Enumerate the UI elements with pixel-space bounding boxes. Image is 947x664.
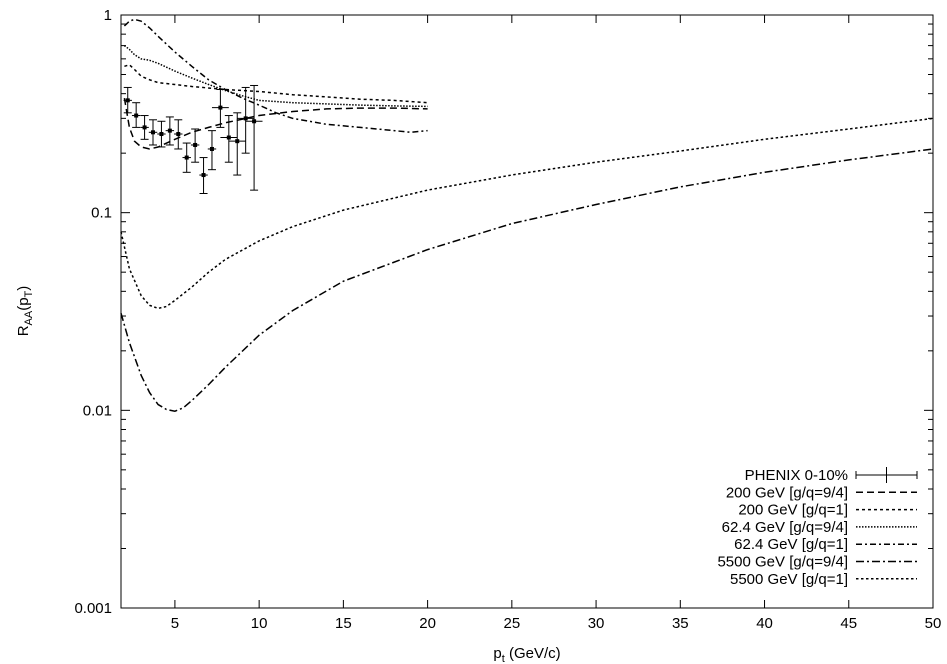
data-point — [207, 130, 217, 171]
legend-label: 62.4 GeV [g/q=1] — [734, 536, 848, 553]
data-point — [148, 119, 158, 146]
legend-label: 5500 GeV [g/q=1] — [730, 571, 848, 588]
data-point — [228, 112, 246, 176]
x-axis-label-sub: t — [502, 653, 505, 664]
model-curves — [120, 18, 934, 412]
y-tick-label: 0.001 — [74, 600, 112, 617]
x-tick-label: 15 — [335, 615, 352, 632]
legend-label: 200 GeV [g/q=9/4] — [726, 484, 848, 501]
series-line — [120, 148, 934, 412]
series-line — [123, 18, 428, 134]
data-point — [245, 84, 263, 191]
x-axis-label-tail: (GeV/c) — [505, 645, 561, 662]
series-line — [123, 97, 428, 150]
x-axis-label-main: p — [493, 645, 501, 662]
x-tick-label: 30 — [588, 615, 605, 632]
plot-frame — [120, 14, 934, 609]
data-marker — [218, 105, 223, 110]
data-point — [123, 86, 132, 114]
data-marker — [235, 139, 240, 144]
data-marker — [151, 130, 156, 135]
data-marker — [201, 173, 206, 178]
x-tick-label: 35 — [672, 615, 689, 632]
x-tick-label: 40 — [756, 615, 773, 632]
y-axis-ticks: 0.001 0.01 0.1 1 — [74, 7, 933, 617]
x-tick-label: 50 — [925, 615, 942, 632]
data-point — [199, 157, 208, 195]
data-marker — [209, 146, 214, 151]
y-tick-label: 0.1 — [91, 205, 112, 222]
data-marker — [226, 135, 231, 140]
y-axis-label-sub2: T — [23, 290, 35, 297]
data-point — [157, 120, 166, 148]
data-point — [140, 115, 149, 140]
data-marker — [167, 128, 172, 133]
x-tick-label: 45 — [840, 615, 857, 632]
data-point — [237, 86, 255, 154]
legend: PHENIX 0-10%200 GeV [g/q=9/4]200 GeV [g/… — [717, 467, 918, 588]
legend-label: PHENIX 0-10% — [745, 467, 848, 484]
x-axis-ticks: 5 10 15 20 25 30 35 40 45 50 — [171, 15, 942, 632]
y-axis-label-main: R — [15, 325, 32, 336]
data-point — [131, 102, 141, 128]
data-marker — [125, 98, 130, 103]
series-line — [123, 45, 428, 108]
y-axis-label-mid: (p — [15, 297, 32, 310]
data-marker — [176, 132, 181, 137]
y-axis-label: RAA(pT) — [15, 286, 35, 337]
data-marker — [134, 113, 139, 118]
y-axis-label-sub: AA — [23, 310, 35, 325]
data-marker — [252, 119, 257, 124]
phenix-data-points — [123, 84, 263, 195]
x-tick-label: 10 — [251, 615, 268, 632]
data-point — [174, 119, 183, 150]
x-tick-label: 5 — [171, 615, 179, 632]
data-point — [190, 128, 200, 163]
data-point — [182, 142, 191, 173]
data-marker — [193, 142, 198, 147]
data-marker — [243, 116, 248, 121]
y-axis-label-tail: ) — [15, 286, 32, 291]
series-line — [120, 117, 934, 310]
data-point — [165, 116, 175, 146]
data-marker — [142, 125, 147, 130]
data-marker — [159, 132, 164, 137]
data-point — [220, 115, 238, 163]
legend-label: 200 GeV [g/q=1] — [738, 502, 848, 519]
x-axis-label: pt (GeV/c) — [493, 645, 560, 664]
data-point — [211, 88, 229, 128]
data-marker — [184, 155, 189, 160]
series-line — [124, 63, 428, 104]
y-tick-label: 0.01 — [83, 402, 112, 419]
legend-label: 5500 GeV [g/q=9/4] — [717, 554, 848, 571]
legend-label: 62.4 GeV [g/q=9/4] — [722, 519, 848, 536]
x-tick-label: 20 — [419, 615, 436, 632]
x-tick-label: 25 — [503, 615, 520, 632]
y-tick-label: 1 — [104, 7, 112, 24]
